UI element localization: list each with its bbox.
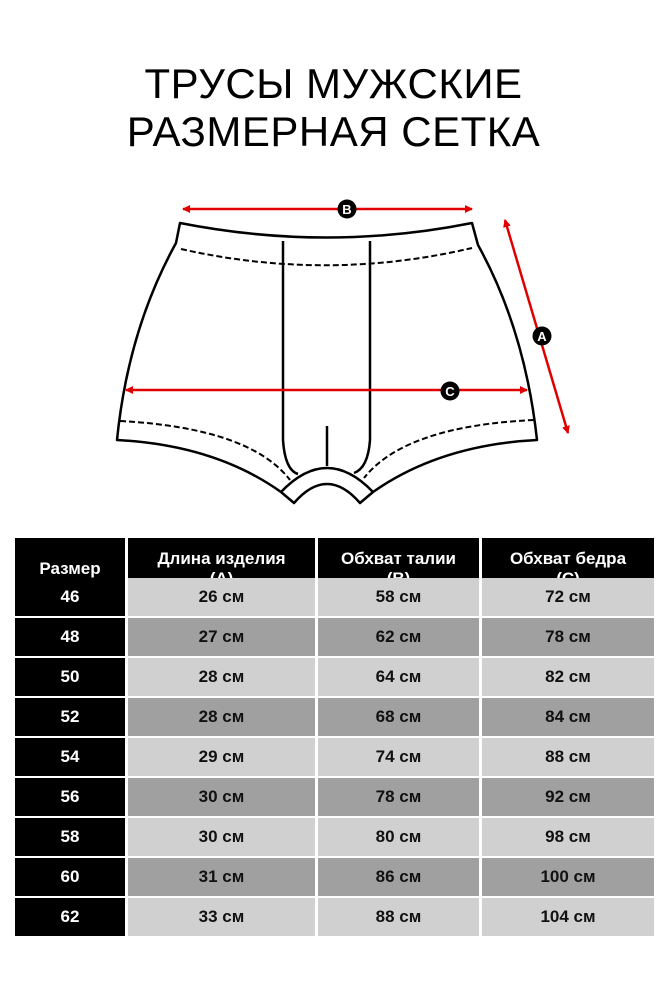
measurement-cell: 92 см xyxy=(482,778,654,816)
size-cell: 50 xyxy=(15,658,125,696)
measurement-cell: 104 см xyxy=(482,898,654,936)
size-cell: 54 xyxy=(15,738,125,776)
measurement-cell: 88 см xyxy=(318,898,479,936)
measurement-cell: 27 см xyxy=(128,618,315,656)
measurement-cell: 31 см xyxy=(128,858,315,896)
title-line-2: РАЗМЕРНАЯ СЕТКА xyxy=(126,108,541,155)
measurement-cell: 98 см xyxy=(482,818,654,856)
measurement-cell: 86 см xyxy=(318,858,479,896)
label-a: A xyxy=(537,329,547,344)
header-label: Обхват талии xyxy=(341,549,456,568)
measurement-cell: 29 см xyxy=(128,738,315,776)
title-line-1: ТРУСЫ МУЖСКИЕ xyxy=(144,60,523,107)
measurement-cell: 26 см xyxy=(128,578,315,616)
measurement-cell: 82 см xyxy=(482,658,654,696)
measurement-cell: 100 см xyxy=(482,858,654,896)
label-c-badge: C xyxy=(440,381,460,401)
measurement-cell: 78 см xyxy=(318,778,479,816)
size-cell: 58 xyxy=(15,818,125,856)
measurement-cell: 80 см xyxy=(318,818,479,856)
size-cell: 52 xyxy=(15,698,125,736)
header-label: Обхват бедра xyxy=(509,549,627,568)
measurement-cell: 68 см xyxy=(318,698,479,736)
underwear-diagram: B C A xyxy=(115,199,570,505)
measurement-cell: 78 см xyxy=(482,618,654,656)
label-a-badge: A xyxy=(532,326,552,346)
garment-outline xyxy=(115,221,539,505)
size-cell: 48 xyxy=(15,618,125,656)
measurement-cell: 33 см xyxy=(128,898,315,936)
measurement-cell: 30 см xyxy=(128,818,315,856)
measurement-cell: 28 см xyxy=(128,698,315,736)
measurement-cell: 64 см xyxy=(318,658,479,696)
size-cell: 56 xyxy=(15,778,125,816)
measurement-cell: 30 см xyxy=(128,778,315,816)
label-b-badge: B xyxy=(337,199,357,219)
measurement-cell: 58 см xyxy=(318,578,479,616)
measurement-cell: 72 см xyxy=(482,578,654,616)
arrow-a xyxy=(503,219,570,434)
header-label: Длина изделия xyxy=(157,549,286,568)
measurement-cell: 74 см xyxy=(318,738,479,776)
size-cell: 60 xyxy=(15,858,125,896)
size-cell: 62 xyxy=(15,898,125,936)
label-c: C xyxy=(445,384,455,399)
measurement-cell: 88 см xyxy=(482,738,654,776)
label-b: B xyxy=(342,202,351,217)
header-label: Размер xyxy=(39,559,101,578)
size-cell: 46 xyxy=(15,578,125,616)
measurement-cell: 28 см xyxy=(128,658,315,696)
measurement-cell: 62 см xyxy=(318,618,479,656)
measurement-arrows xyxy=(125,205,570,434)
measurement-cell: 84 см xyxy=(482,698,654,736)
